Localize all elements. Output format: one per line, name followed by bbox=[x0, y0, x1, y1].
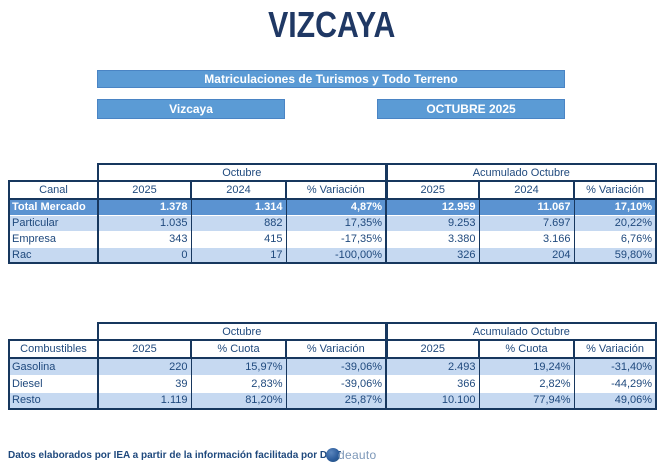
ideauto-logo: deauto bbox=[326, 448, 377, 462]
cell-value: 882 bbox=[190, 214, 287, 231]
table-row: Gasolina 220 15,97% -39,06% 2.493 19,24%… bbox=[8, 357, 658, 375]
group-header-row: Octubre Acumulado Octubre bbox=[9, 322, 658, 341]
banner-period: OCTUBRE 2025 bbox=[377, 99, 565, 119]
cell-value: 15,97% bbox=[190, 357, 287, 375]
table-row: Empresa 343 415 -17,35% 3.380 3.166 6,76… bbox=[8, 230, 658, 247]
banner-region: Vizcaya bbox=[97, 99, 285, 119]
table-row: Rac 0 17 -100,00% 326 204 59,80% bbox=[8, 246, 658, 264]
column-header: % Cuota bbox=[478, 339, 576, 359]
cell-value: -100,00% bbox=[285, 246, 387, 264]
cell-value: 326 bbox=[385, 246, 480, 264]
cell-value: 2.493 bbox=[385, 357, 480, 375]
cell-value: 19,24% bbox=[478, 357, 575, 375]
ideauto-logo-icon bbox=[326, 448, 340, 462]
column-header: % Variación bbox=[573, 339, 658, 359]
row-label: Resto bbox=[8, 391, 99, 410]
cell-value: 12.959 bbox=[385, 198, 480, 215]
cell-value: 7.697 bbox=[478, 214, 575, 231]
cell-value: -39,06% bbox=[285, 357, 387, 375]
cell-value: -31,40% bbox=[573, 357, 658, 375]
cell-value: 20,22% bbox=[573, 214, 658, 231]
column-header: 2025 bbox=[384, 339, 481, 359]
column-header-row: Canal 2025 2024 % Variación 2025 2024 % … bbox=[8, 180, 658, 200]
cell-value: 1.314 bbox=[190, 198, 287, 215]
ideauto-logo-text: deauto bbox=[338, 448, 377, 462]
cell-value: -17,35% bbox=[285, 230, 387, 247]
source-note: Datos elaborados por IEA a partir de la … bbox=[8, 450, 342, 461]
row-label: Total Mercado bbox=[8, 198, 99, 215]
cell-value: 3.166 bbox=[478, 230, 575, 247]
cell-value: 39 bbox=[97, 374, 192, 392]
group-header: Octubre bbox=[96, 322, 388, 341]
row-label: Rac bbox=[8, 246, 99, 264]
cell-value: 17,35% bbox=[285, 214, 387, 231]
table-row: Total Mercado 1.378 1.314 4,87% 12.959 1… bbox=[8, 198, 658, 215]
column-header: % Variación bbox=[284, 180, 388, 200]
cell-value: 17 bbox=[190, 246, 287, 264]
cell-value: 343 bbox=[97, 230, 192, 247]
column-header: 2025 bbox=[384, 180, 481, 200]
row-label: Empresa bbox=[8, 230, 99, 247]
cell-value: 1.119 bbox=[97, 391, 192, 410]
group-header-row: Octubre Acumulado Octubre bbox=[9, 163, 658, 182]
cell-value: 1.035 bbox=[97, 214, 192, 231]
column-header: Combustibles bbox=[8, 339, 99, 359]
row-label: Diesel bbox=[8, 374, 99, 392]
table-row: Diesel 39 2,83% -39,06% 366 2,82% -44,29… bbox=[8, 374, 658, 392]
cell-value: 9.253 bbox=[385, 214, 480, 231]
page-title: VIZCAYA bbox=[267, 4, 396, 45]
group-header: Acumulado Octubre bbox=[384, 322, 658, 341]
fuel-table: Octubre Acumulado Octubre Combustibles 2… bbox=[8, 322, 658, 410]
cell-value: 1.378 bbox=[97, 198, 192, 215]
column-header: Canal bbox=[8, 180, 99, 200]
column-header: 2024 bbox=[190, 180, 287, 200]
cell-value: 59,80% bbox=[573, 246, 658, 264]
cell-value: 366 bbox=[385, 374, 480, 392]
cell-value: 0 bbox=[97, 246, 192, 264]
group-header: Octubre bbox=[96, 163, 388, 182]
cell-value: 6,76% bbox=[573, 230, 658, 247]
column-header: % Variación bbox=[573, 180, 658, 200]
corner-cell bbox=[9, 164, 98, 181]
cell-value: 49,06% bbox=[573, 391, 658, 410]
cell-value: 4,87% bbox=[285, 198, 387, 215]
column-header: 2024 bbox=[478, 180, 576, 200]
cell-value: 11.067 bbox=[478, 198, 575, 215]
cell-value: -44,29% bbox=[573, 374, 658, 392]
cell-value: 2,83% bbox=[190, 374, 287, 392]
cell-value: 204 bbox=[478, 246, 575, 264]
cell-value: 10.100 bbox=[385, 391, 480, 410]
table-row: Particular 1.035 882 17,35% 9.253 7.697 … bbox=[8, 214, 658, 231]
cell-value: 415 bbox=[190, 230, 287, 247]
cell-value: -39,06% bbox=[285, 374, 387, 392]
banner-main: Matriculaciones de Turismos y Todo Terre… bbox=[97, 70, 565, 88]
cell-value: 17,10% bbox=[573, 198, 658, 215]
column-header: % Variación bbox=[284, 339, 388, 359]
column-header: 2025 bbox=[97, 339, 192, 359]
row-label: Particular bbox=[8, 214, 99, 231]
cell-value: 25,87% bbox=[285, 391, 387, 410]
column-header: % Cuota bbox=[190, 339, 287, 359]
cell-value: 2,82% bbox=[478, 374, 575, 392]
group-header: Acumulado Octubre bbox=[384, 163, 658, 182]
row-label: Gasolina bbox=[8, 357, 99, 375]
column-header: 2025 bbox=[97, 180, 192, 200]
column-header-row: Combustibles 2025 % Cuota % Variación 20… bbox=[8, 339, 658, 359]
cell-value: 77,94% bbox=[478, 391, 575, 410]
cell-value: 220 bbox=[97, 357, 192, 375]
channel-table: Octubre Acumulado Octubre Canal 2025 202… bbox=[8, 163, 658, 264]
corner-cell bbox=[9, 323, 98, 340]
cell-value: 81,20% bbox=[190, 391, 287, 410]
table-row: Resto 1.119 81,20% 25,87% 10.100 77,94% … bbox=[8, 391, 658, 410]
cell-value: 3.380 bbox=[385, 230, 480, 247]
